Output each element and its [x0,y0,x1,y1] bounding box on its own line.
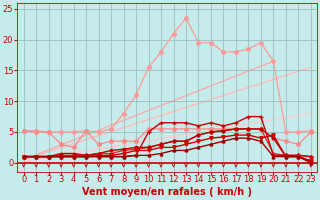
X-axis label: Vent moyen/en rafales ( km/h ): Vent moyen/en rafales ( km/h ) [82,187,252,197]
